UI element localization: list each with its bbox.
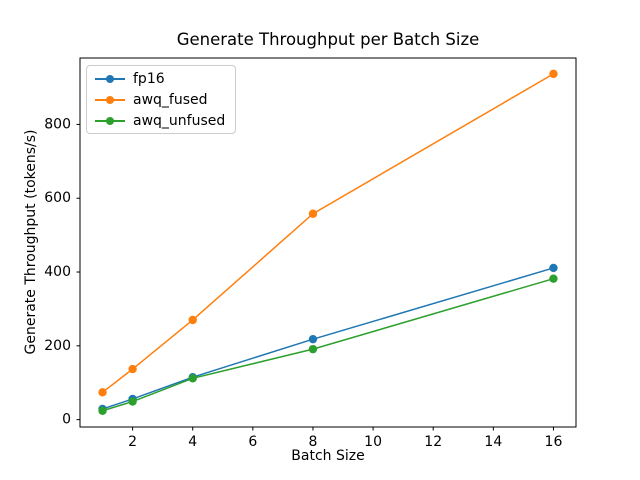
- series-marker-awq_fused: [128, 364, 137, 374]
- legend-line-marker-icon: [95, 74, 125, 84]
- series-marker-awq_fused: [308, 209, 318, 218]
- legend-line-marker-icon: [95, 95, 125, 105]
- plot-frame: [79, 57, 577, 428]
- x-axis-tick-label: 16: [545, 434, 563, 450]
- y-axis-tick-label: 600: [44, 190, 71, 206]
- legend-label: fp16: [133, 70, 165, 87]
- x-axis-tick-label: 4: [188, 434, 197, 450]
- y-axis-tick-label: 400: [44, 264, 71, 280]
- series-marker-awq_unfused: [98, 406, 107, 415]
- y-axis-tick-label: 800: [44, 116, 71, 132]
- x-axis-tick-label: 10: [364, 434, 382, 450]
- y-axis-tick-label: 0: [62, 412, 71, 428]
- legend-item-awq_fused: awq_fused: [95, 89, 225, 110]
- legend-item-awq_unfused: awq_unfused: [95, 110, 225, 131]
- x-axis-tick-label: 6: [248, 434, 257, 450]
- legend-line-marker-icon: [95, 116, 125, 126]
- x-axis-tick-label: 8: [309, 434, 318, 450]
- x-axis-label: Batch Size: [291, 448, 365, 464]
- x-axis-tick-label: 14: [484, 434, 502, 450]
- chart-title: Generate Throughput per Batch Size: [176, 30, 480, 49]
- series-marker-awq_fused: [549, 69, 558, 79]
- series-marker-awq_fused: [188, 315, 197, 325]
- y-axis-tick-label: 200: [44, 338, 71, 354]
- legend-item-fp16: fp16: [95, 68, 225, 89]
- legend: fp16 awq_fused awq_unfused: [86, 65, 237, 134]
- series-marker-fp16: [549, 263, 558, 273]
- series-line-awq_unfused: [102, 277, 554, 412]
- y-axis-label: Generate Throughput (tokens/s): [23, 129, 39, 355]
- series-marker-fp16: [308, 334, 318, 344]
- series-marker-awq_fused: [98, 388, 107, 397]
- series-marker-awq_unfused: [308, 344, 318, 354]
- x-axis-tick-label: 2: [128, 434, 137, 450]
- series-marker-awq_unfused: [549, 274, 558, 283]
- series-marker-awq_unfused: [128, 397, 137, 406]
- legend-label: awq_fused: [133, 91, 208, 108]
- series-marker-awq_unfused: [188, 374, 197, 383]
- x-axis-tick-label: 12: [424, 434, 442, 450]
- legend-label: awq_unfused: [133, 112, 226, 129]
